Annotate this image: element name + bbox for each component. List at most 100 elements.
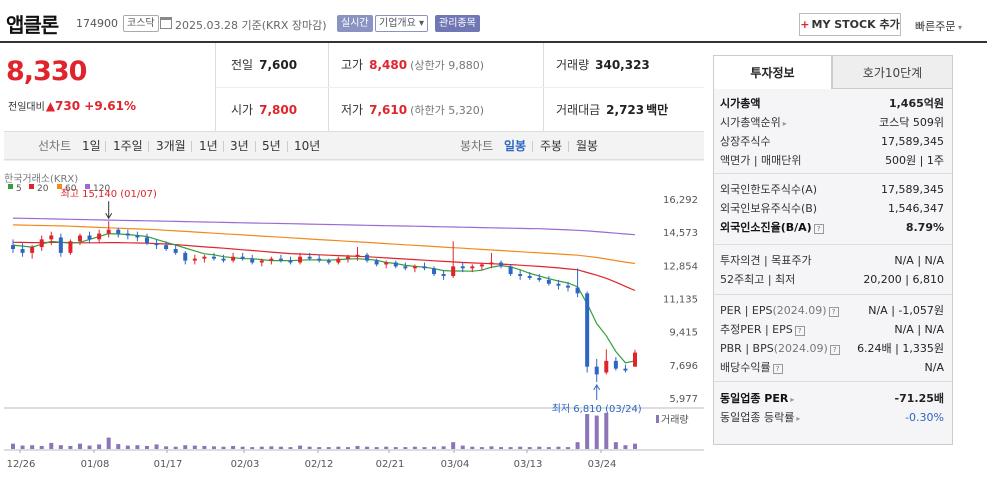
x-tick-label: 02/03 [231,459,260,470]
volume-legend-swatch [656,415,659,423]
volume-bar [164,446,169,449]
candle-body [211,256,216,259]
tab-3month[interactable]: 3개월 [156,139,186,153]
tab-investment-info[interactable]: 투자정보 [713,55,832,89]
candle-body [575,287,580,294]
volume-bar [432,446,437,449]
info-value: 1,546,347 [888,202,944,215]
info-label: 투자의견 | 목표주가 [720,252,812,270]
info-value: -0.30% [905,411,944,424]
info-label: 추정PER | EPS? [720,321,805,339]
info-period: (2024.09) [772,304,827,317]
tab-weekly[interactable]: 주봉 [540,139,563,153]
candle-body [374,260,379,265]
volume-bar [183,445,188,449]
ma5-line [12,232,636,364]
calendar-icon [160,17,172,29]
change-label: 전일대비 [8,102,45,113]
section-divider [714,173,952,174]
realtime-button[interactable]: 실시간 [337,15,373,32]
tab-10year[interactable]: 10년 [294,139,321,153]
volume-bar [125,445,130,449]
volume-bar [68,445,73,449]
managed-stock-badge[interactable]: 관리종목 [435,15,480,32]
volume-bar [566,447,571,449]
info-label: 동일업종 PER ▸ [720,390,794,409]
tab-orderbook-10[interactable]: 호가10단계 [832,55,953,89]
investment-info-panel: 투자정보 호가10단계 시가총액 1,465억원 시가총액순위 ▸ 코스닥 509위 상장… [713,55,953,445]
candle-body [30,247,35,253]
candle-body [164,245,169,250]
tab-candle-chart[interactable]: 봉차트 [460,139,494,153]
tab-daily[interactable]: 일봉 [504,139,527,153]
volume-bar [269,446,274,449]
candle-body [20,249,25,253]
volume-bar [49,442,54,449]
chevron-right-icon[interactable]: ▸ [782,119,787,128]
candle-body [384,262,389,265]
tab-monthly[interactable]: 월봉 [576,139,599,153]
candle-body [77,235,82,242]
x-tick-label: 02/21 [376,459,405,470]
volume-bar [479,447,484,449]
high-price: 고가 8,480 (상한가 9,880) [328,43,484,87]
candle-body [87,235,92,240]
volume-bar [240,446,245,449]
tab-3year[interactable]: 3년 [230,139,249,153]
candle-body [451,266,456,277]
info-row: PBR | BPS(2024.09)? 6.24배 | 1,335원 [720,340,948,358]
volume-bar [489,446,494,449]
volume-bar [527,447,532,449]
tab-1week[interactable]: 1주일 [113,139,143,153]
info-row: PER | EPS(2024.09)? N/A | -1,057원 [720,302,948,320]
tab-5year[interactable]: 5년 [262,139,281,153]
x-tick-label: 03/04 [441,459,470,470]
volume-bar [422,447,427,449]
info-value: N/A | N/A [894,254,944,267]
volume-bar [374,447,379,449]
help-icon[interactable]: ? [829,345,840,355]
volume-bar [412,446,417,449]
info-row: 동일업종 PER ▸ -71.25배 [720,390,948,408]
current-price: 8,330 [6,56,87,87]
ma-legend-swatch [29,184,34,189]
candle-body [269,258,274,261]
corp-overview-dropdown[interactable]: 기업개요 ▾ [375,15,429,32]
tab-line-chart[interactable]: 선차트 [38,139,72,153]
help-icon[interactable]: ? [772,364,783,374]
prev-close-value: 7,600 [259,58,298,72]
chevron-right-icon[interactable]: ▸ [796,414,801,423]
help-icon[interactable]: ? [813,224,824,234]
candle-body [11,245,15,250]
volume-bar [384,446,389,449]
add-my-stock-button[interactable]: + MY STOCK 추가 [799,13,901,36]
tab-1day[interactable]: 1일 [82,139,101,153]
candle-body [202,256,207,259]
info-label-text: 외국인보유주식수(B) [720,202,818,215]
volume-bar [288,447,293,449]
candle-body [288,260,293,263]
candle-body [594,366,599,375]
candle-body [489,262,494,265]
x-tick-label: 03/13 [514,459,543,470]
tab-divider [532,141,533,152]
volume-bar [326,447,331,449]
help-icon[interactable]: ? [794,326,805,336]
info-label-text: 추정PER | EPS [720,323,793,336]
volume-bar [623,445,628,449]
volume-bar [144,445,149,449]
price-chart[interactable]: 16,292 14,573 12,854 11,135 9,415 7,696 5,977 한… [4,160,704,487]
help-icon[interactable]: ? [828,307,839,317]
candle-body [326,260,331,263]
volume-bar [508,447,513,449]
chevron-right-icon[interactable]: ▸ [790,395,795,404]
tab-1year[interactable]: 1년 [199,139,218,153]
volume-bar [470,446,475,449]
tab-divider [105,141,106,152]
volume-bar [451,442,456,449]
ma60-line [12,224,636,265]
quick-order-button[interactable]: 빠른주문 ▾ [915,18,962,34]
stock-code: 174900 [76,17,118,30]
market-badge: 코스닥 [123,15,159,32]
price-change: 전일대비▲730 +9.61% [8,98,136,113]
